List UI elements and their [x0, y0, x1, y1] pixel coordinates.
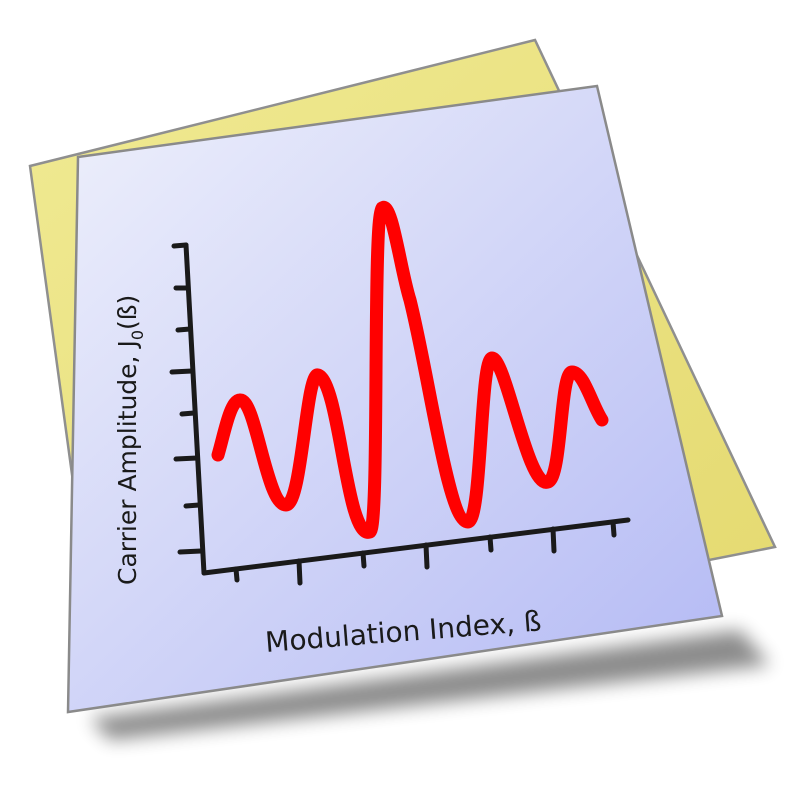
- y-axis: [183, 242, 207, 576]
- x-tick: [423, 542, 430, 570]
- x-tick: [233, 566, 240, 583]
- x-axis-ticks: [233, 519, 617, 586]
- signal-curve: [211, 201, 609, 539]
- y-axis-label-prefix: Carrier Amplitude, J: [113, 340, 142, 585]
- y-tick: [169, 368, 195, 375]
- y-tick: [175, 326, 193, 333]
- sheet-shadow: [90, 630, 770, 740]
- plot-axes: [183, 242, 631, 576]
- y-axis-ticks: [169, 242, 204, 555]
- y-tick: [171, 242, 189, 249]
- x-tick: [296, 558, 303, 586]
- x-tick: [550, 526, 557, 554]
- y-tick: [183, 502, 202, 509]
- y-tick: [177, 548, 204, 555]
- x-axis: [201, 517, 631, 576]
- y-tick: [179, 410, 197, 417]
- x-tick: [487, 534, 494, 553]
- x-tick: [360, 550, 367, 569]
- y-axis-label: Carrier Amplitude, J0(ß): [113, 295, 147, 585]
- y-tick: [173, 455, 200, 462]
- x-tick: [610, 519, 617, 538]
- front-sheet: [66, 84, 724, 714]
- y-axis-label-subscript: 0: [128, 330, 147, 340]
- y-axis-label-suffix: (ß): [113, 295, 142, 330]
